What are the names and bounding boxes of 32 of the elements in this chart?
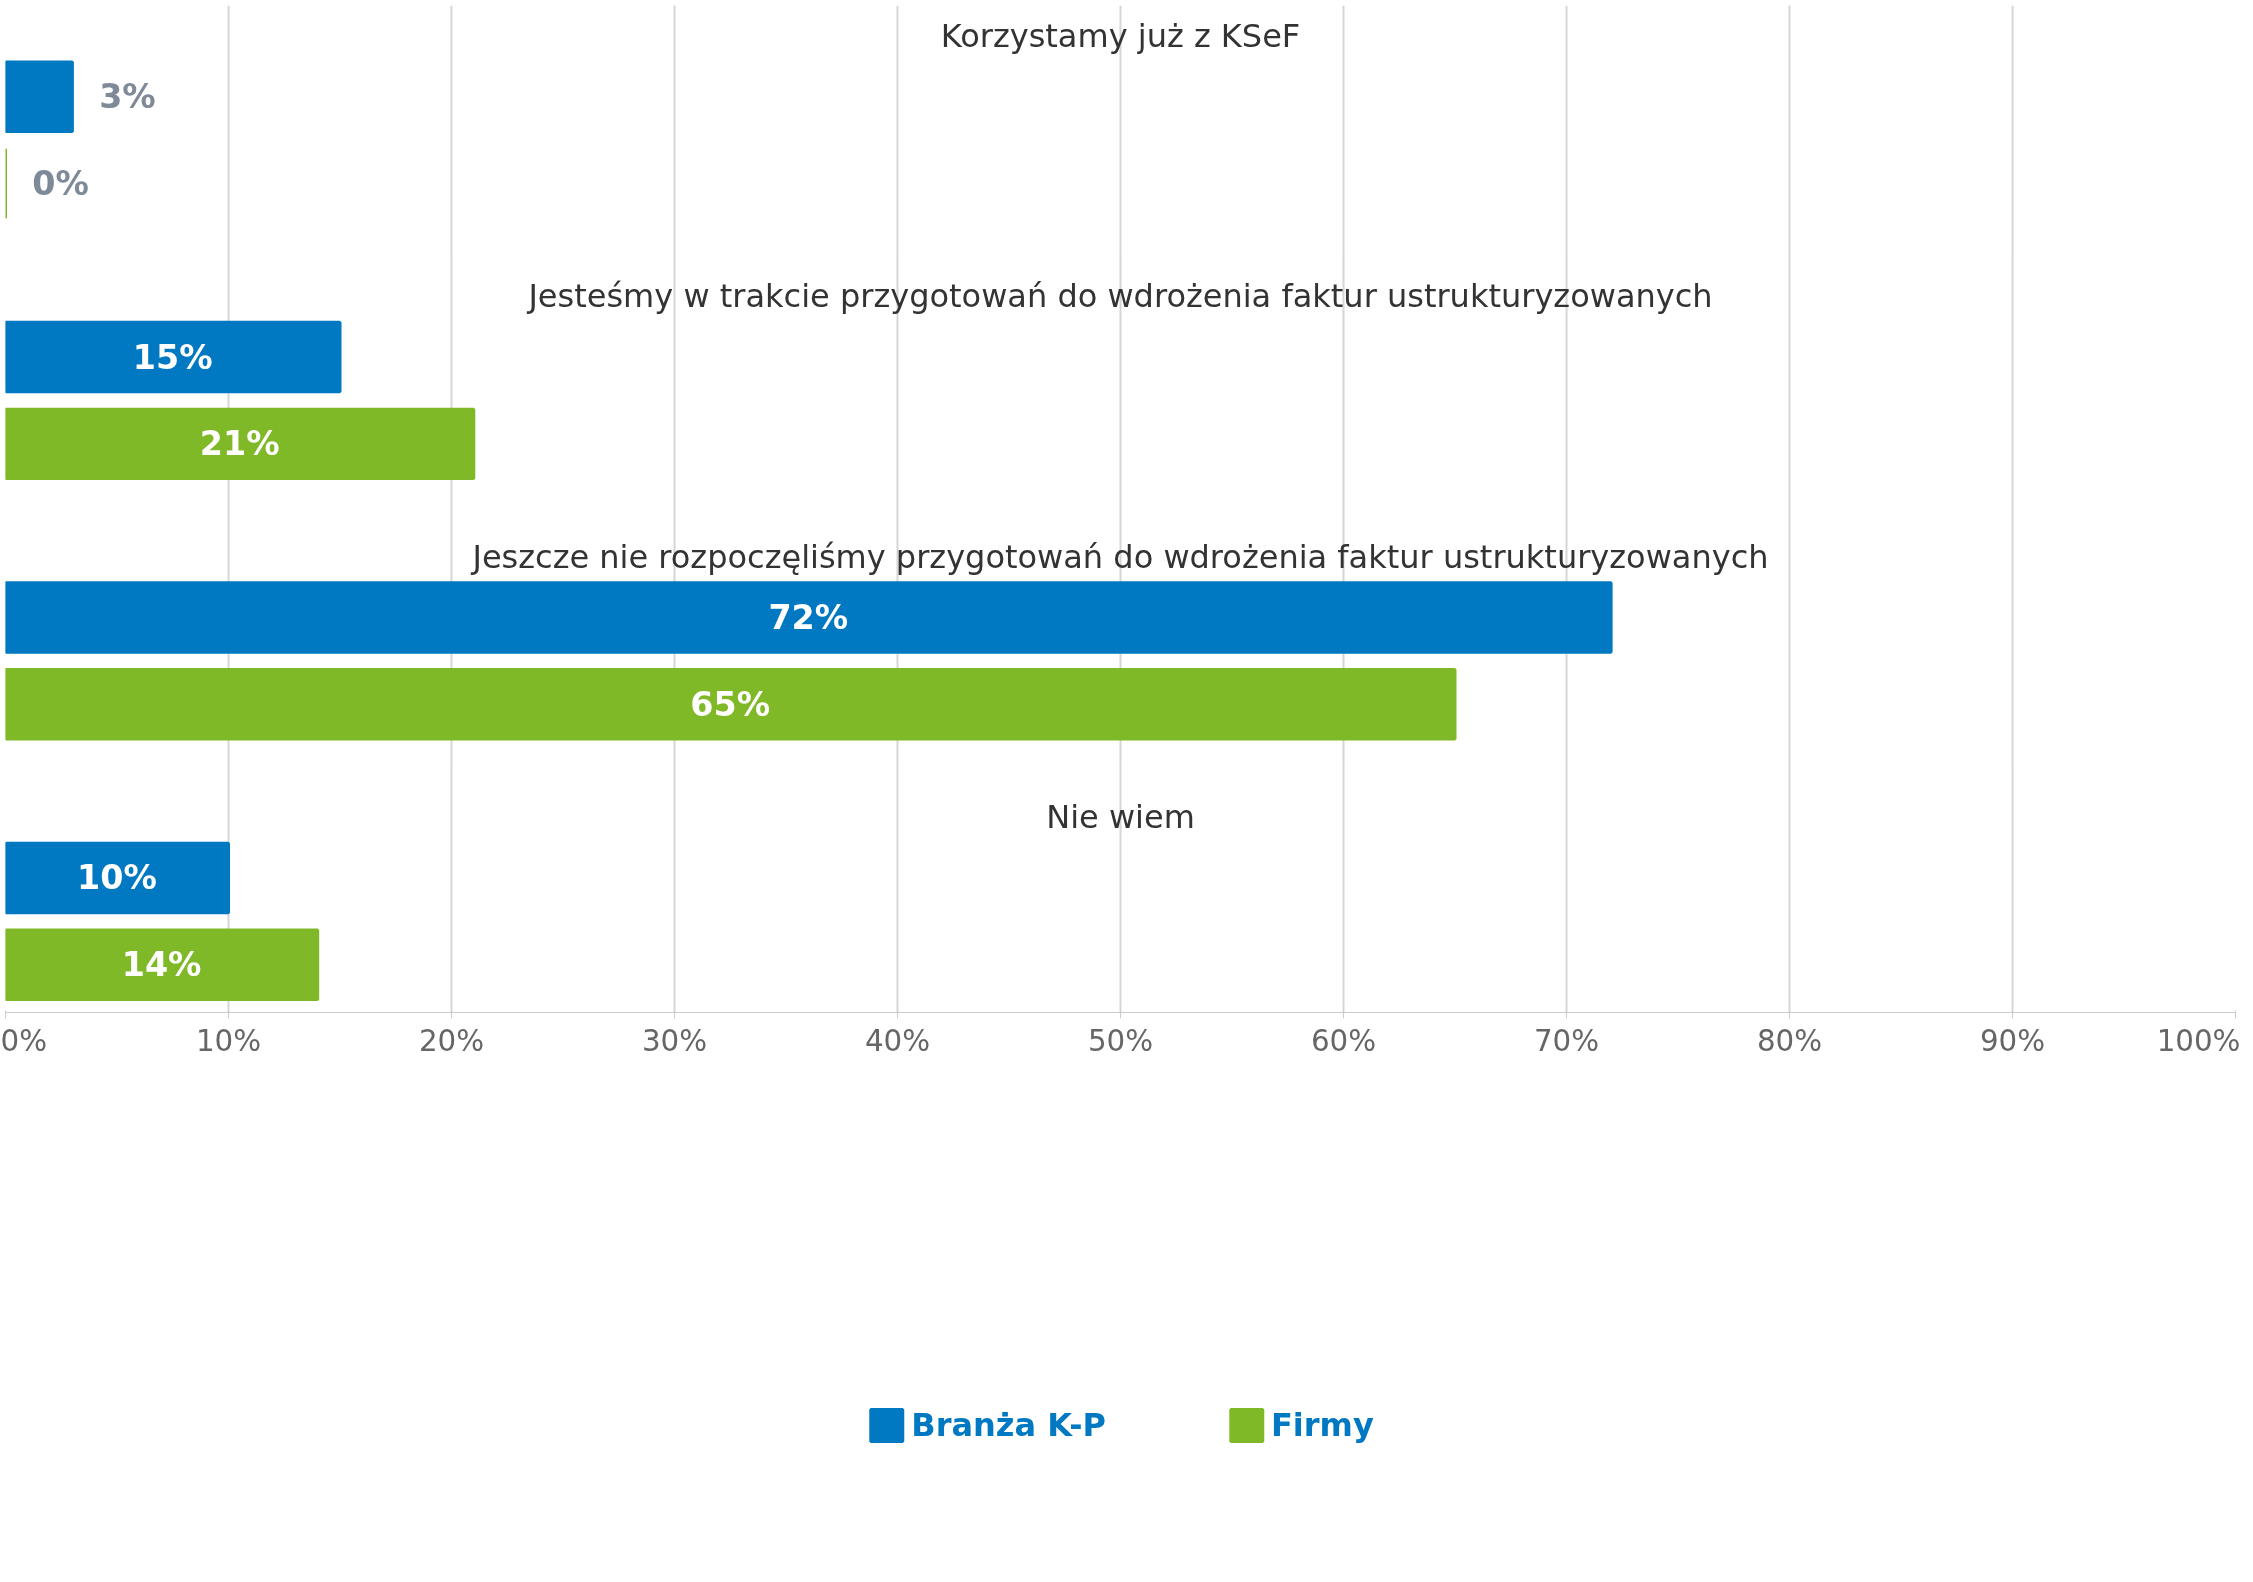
data-label: 3% [99, 77, 156, 117]
x-tick-label: 0% [0, 1023, 48, 1058]
data-label: 21% [199, 424, 280, 464]
y-tick-label: Korzystamy już z KSeF [940, 16, 1301, 55]
data-label: 10% [77, 858, 157, 898]
data-label: 72% [768, 598, 849, 638]
legend-label: Firmy [1270, 1405, 1374, 1445]
bar [5, 581, 1613, 654]
data-label: 14% [121, 945, 202, 985]
y-tick-label: Jesteśmy w trakcie przygotowań do wdrożenia faktur ustrukturyzowanych [526, 277, 1713, 316]
y-tick-label: Jeszcze nie rozpoczęliśmy przygotowań do wdrożenia faktur ustrukturyzowanych [470, 537, 1769, 576]
x-tick-label: 70% [1533, 1023, 1600, 1058]
bar [5, 320, 342, 394]
x-tick-label: 80% [1756, 1023, 1823, 1058]
bar [5, 407, 476, 481]
data-label: 0% [32, 163, 89, 203]
data-label: 65% [690, 684, 771, 724]
x-tick-label: 50% [1087, 1023, 1154, 1058]
x-tick-label: 100% [2156, 1023, 2241, 1058]
x-tick-label: 60% [1310, 1023, 1377, 1058]
bar [5, 60, 74, 133]
x-tick-label: 90% [1979, 1023, 2046, 1058]
data-label: 15% [132, 337, 213, 377]
y-tick-label: Nie wiem [1046, 798, 1195, 837]
bar [5, 668, 1457, 741]
x-tick-label: 20% [418, 1023, 485, 1058]
x-tick-label: 10% [195, 1023, 262, 1058]
x-tick-label: 30% [641, 1023, 708, 1058]
bar [5, 928, 320, 1001]
bar [5, 841, 230, 915]
x-tick-label: 40% [864, 1023, 931, 1058]
legend-label: Branża K-P [911, 1405, 1106, 1445]
